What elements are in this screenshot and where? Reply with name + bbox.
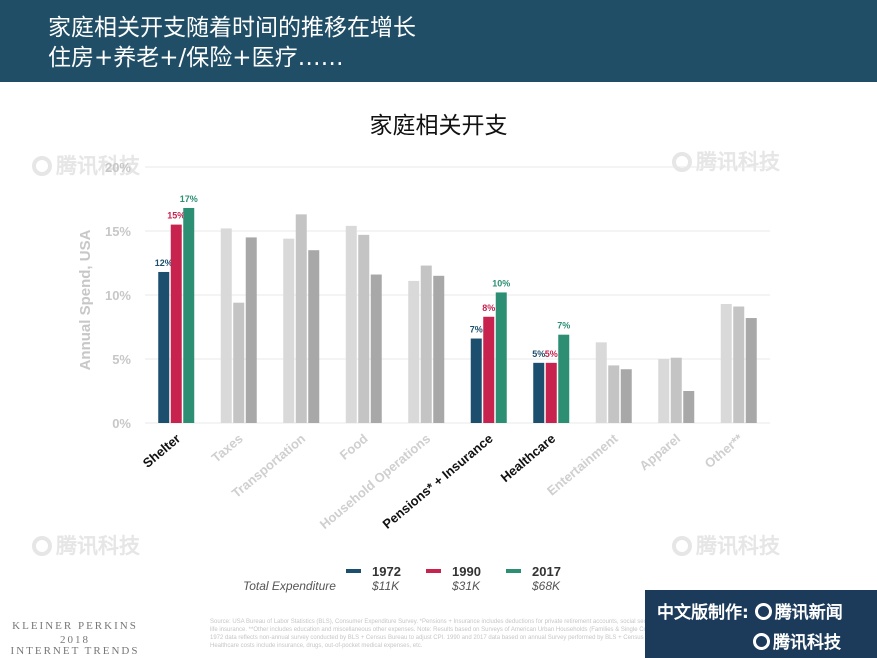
bar-2017: [183, 207, 195, 423]
bar-2017: [433, 275, 445, 423]
watermark-logo: 腾讯科技: [32, 150, 140, 180]
watermark-icon: [672, 536, 692, 556]
watermark-logo: 腾讯科技: [672, 146, 780, 176]
x-tick-label: Shelter: [140, 431, 183, 471]
data-label: 7%: [470, 325, 483, 335]
y-tick-label: 15%: [105, 224, 131, 239]
data-label: 5%: [532, 349, 545, 359]
bar-1990: [545, 362, 557, 423]
bar-2017: [245, 237, 257, 423]
data-label: 10%: [492, 278, 510, 288]
bar-2017: [745, 318, 757, 423]
data-label: 15%: [167, 211, 185, 221]
bar-1990: [358, 234, 370, 423]
legend-label-1990: 1990: [452, 564, 481, 579]
source-note: Source: USA Bureau of Labor Statistics (…: [210, 619, 674, 649]
watermark-text: 腾讯科技: [56, 154, 140, 178]
brand-subtitle: INTERNET TRENDS: [10, 645, 140, 657]
bar-2017: [558, 334, 570, 423]
x-tick-label: Apparel: [636, 431, 683, 474]
legend-swatch-1990: [426, 569, 441, 573]
credit-brand-news: 腾讯新闻: [774, 603, 843, 623]
legend-total-1990: $31K: [451, 579, 481, 593]
watermark-icon: [32, 536, 52, 556]
credit-banner: 中文版制作: 腾讯新闻 腾讯科技: [645, 590, 877, 658]
header-title-line2: 住房+养老+/保险+医疗……: [48, 45, 344, 71]
bar-1972: [658, 359, 670, 423]
bar-1990: [170, 224, 182, 423]
watermark-logo: 腾讯科技: [32, 530, 140, 560]
bar-2017: [495, 292, 507, 423]
bar-1972: [283, 238, 295, 423]
brand-name: KLEINER PERKINS: [12, 620, 138, 632]
bar-1972: [408, 280, 420, 423]
y-tick-label: 10%: [105, 288, 131, 303]
bar-1990: [733, 306, 745, 423]
x-tick-label: Other**: [702, 430, 747, 471]
watermark-logo: 腾讯科技: [672, 530, 780, 560]
legend-swatch-1972: [346, 569, 361, 573]
data-label: 5%: [545, 349, 558, 359]
data-label: 8%: [482, 303, 495, 313]
data-label: 17%: [180, 194, 198, 204]
legend-swatch-2017: [506, 569, 521, 573]
x-tick-label: Household Operations: [317, 431, 433, 532]
bar-1972: [595, 342, 607, 423]
credit-row-1: 中文版制作: 腾讯新闻: [657, 598, 843, 623]
header-banner: 家庭相关开支随着时间的推移在增长 住房+养老+/保险+医疗……: [0, 0, 877, 82]
bar-2017: [620, 369, 632, 423]
legend-label-1972: 1972: [372, 564, 401, 579]
legend-total-2017: $68K: [531, 579, 561, 593]
x-tick-label: Healthcare: [498, 431, 559, 485]
bar-1972: [158, 271, 170, 423]
watermark-text: 腾讯科技: [56, 534, 140, 558]
bar-2017: [370, 274, 382, 423]
bar-1990: [295, 214, 307, 423]
bar-2017: [683, 391, 695, 423]
chart-title: 家庭相关开支: [369, 113, 508, 139]
watermark-icon: [32, 156, 52, 176]
credit-brand-tech: 腾讯科技: [773, 633, 841, 653]
data-label: 12%: [155, 258, 173, 268]
legend-row-label: Total Expenditure: [243, 579, 336, 593]
y-tick-label: 0%: [112, 416, 131, 431]
bar-1990: [608, 365, 620, 423]
watermark-text: 腾讯科技: [696, 534, 780, 558]
y-axis-label: Annual Spend, USA: [77, 229, 94, 370]
x-tick-label: Taxes: [209, 431, 246, 466]
header-title-line1: 家庭相关开支随着时间的推移在增长: [48, 15, 416, 41]
x-tick-label: Pensions* + Insurance: [379, 431, 495, 532]
credit-label: 中文版制作:: [657, 603, 749, 623]
legend-label-2017: 2017: [532, 564, 561, 579]
bar-1972: [720, 303, 732, 423]
brand-year: 2018: [60, 634, 90, 646]
bar-1990: [420, 265, 432, 423]
bar-2017: [308, 250, 320, 423]
bar-1990: [483, 316, 495, 423]
bar-1972: [220, 228, 232, 423]
bar-1972: [345, 225, 357, 423]
tencent-news-icon: [754, 603, 772, 620]
bar-1972: [533, 362, 545, 423]
legend-total-1972: $11K: [371, 579, 400, 593]
bar-1972: [470, 338, 482, 423]
x-tick-label: Food: [337, 431, 371, 463]
bar-1990: [670, 357, 682, 423]
tencent-tech-icon: [753, 633, 770, 650]
bar-1990: [233, 302, 245, 423]
data-label: 7%: [557, 321, 570, 331]
watermark-text: 腾讯科技: [696, 150, 780, 174]
watermark-icon: [672, 152, 692, 172]
y-tick-label: 5%: [112, 352, 131, 367]
y-tick-label: 20%: [105, 160, 131, 175]
credit-row-2: 腾讯科技: [753, 628, 841, 653]
